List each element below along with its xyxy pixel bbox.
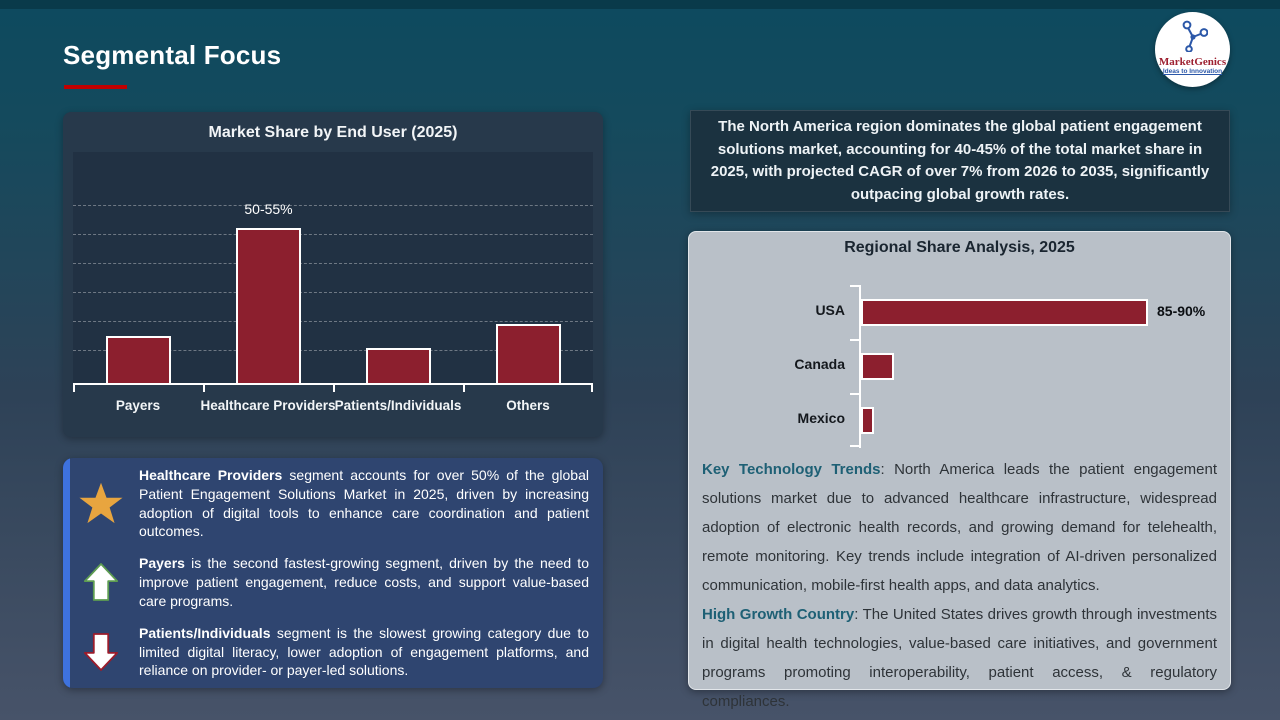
trend-lead: High Growth Country [702,605,855,623]
down-arrow-icon [75,629,127,675]
end-user-chart-card: Market Share by End User (2025) 50-55% P… [63,112,603,437]
x-axis-tick [73,383,75,392]
gridline [73,350,593,351]
insight-text: Payers is the second fastest-growing seg… [139,554,589,610]
insights-rows: Healthcare Providers segment accounts fo… [75,466,589,680]
gridline [73,292,593,293]
insight-row-payers: Payers is the second fastest-growing seg… [75,554,589,610]
up-arrow-icon [75,559,127,605]
insight-body: segment is the slowest growing category … [139,624,589,679]
title-underline [64,85,127,89]
bar-healthcare-providers [236,228,301,383]
insight-lead: Payers [139,555,185,572]
gridline [73,234,593,235]
molecule-icon [1182,20,1208,52]
y-axis-label: USA [815,302,845,318]
y-axis-label: Canada [794,356,845,372]
insights-accent-stripe [63,458,70,688]
x-axis-label: Healthcare Providers [200,398,336,413]
y-axis-tick [850,393,860,395]
insight-text: Patients/Individuals segment is the slow… [139,624,589,680]
bar-mexico [861,406,874,434]
trend-lead: Key Technology Trends [702,461,881,478]
gridline [73,263,593,264]
top-strip [0,0,1280,9]
x-axis-tick [333,383,335,392]
star-icon [75,482,127,526]
regional-y-axis [859,285,861,448]
x-axis-label: Others [506,398,550,413]
x-axis-tick [203,383,205,392]
summary-text: The North America region dominates the g… [710,118,1210,203]
insights-box: Healthcare Providers segment accounts fo… [63,458,603,688]
trend-body: : The United States drives growth throug… [702,605,1217,710]
trends-section: Key Technology Trends: North America lea… [702,456,1217,716]
insight-row-patients: Patients/Individuals segment is the slow… [75,624,589,680]
y-axis-tick [850,339,860,341]
trend-paragraph-growth: High Growth Country: The United States d… [702,601,1217,717]
x-axis-label: Payers [115,398,161,413]
insight-lead: Healthcare Providers [139,467,283,483]
insight-lead: Patients/Individuals [139,624,271,641]
end-user-plot: 50-55% [73,152,593,383]
bar-canada [861,352,894,380]
trend-paragraph-technology: Key Technology Trends: North America lea… [702,456,1217,601]
bar-value-label: 85-90% [1157,303,1206,319]
y-axis-tick [850,285,860,287]
x-axis-tick [463,383,465,392]
logo-brand-text: MarketGenics [1158,56,1227,68]
x-axis-tick [591,383,593,392]
brand-logo: MarketGenics Ideas to Innovation [1155,12,1230,87]
insight-text: Healthcare Providers segment accounts fo… [139,466,589,541]
summary-box: The North America region dominates the g… [690,110,1230,212]
regional-card: Regional Share Analysis, 2025 Key Techno… [688,231,1231,710]
x-axis-label: Patients/Individuals [334,398,462,413]
insight-row-healthcare-providers: Healthcare Providers segment accounts fo… [75,466,589,541]
insight-body: is the second fastest-growing segment, d… [139,555,589,609]
end-user-chart-title: Market Share by End User (2025) [208,124,458,141]
insight-body: segment accounts for over 50% of the glo… [139,467,589,540]
gridline [73,205,593,206]
bar-payers [106,336,171,383]
regional-chart-title: Regional Share Analysis, 2025 [844,239,1075,256]
bar-others [496,324,561,383]
gridline [73,321,593,322]
trend-body: : North America leads the patient engage… [702,461,1218,594]
y-axis-tick [850,445,860,447]
y-axis-label: Mexico [797,410,845,426]
page-title: Segmental Focus [63,40,282,70]
bar-patients-individuals [366,348,431,383]
logo-tagline-text: Ideas to Innovation [1162,68,1223,75]
bar-value-label: 50-55% [244,201,293,217]
bar-usa [861,298,1148,326]
